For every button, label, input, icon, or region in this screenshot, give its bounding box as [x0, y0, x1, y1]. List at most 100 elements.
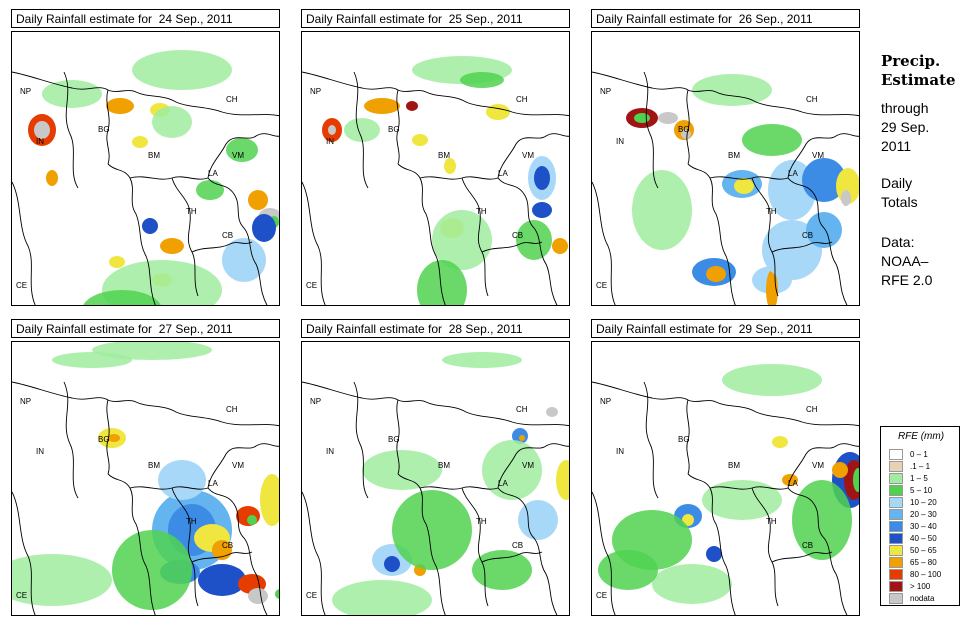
through-date-line1: 29 Sep.	[881, 119, 930, 135]
country-border	[787, 487, 848, 615]
country-border	[497, 133, 569, 179]
country-label-in: IN	[36, 447, 44, 456]
country-label-ch: CH	[226, 405, 238, 414]
country-label-cb: CB	[802, 541, 814, 550]
rainfall-blob	[260, 474, 279, 526]
country-border	[302, 491, 326, 615]
data-source-line3: RFE 2.0	[881, 272, 933, 288]
rainfall-blob	[722, 364, 822, 396]
country-border	[425, 401, 569, 427]
country-border	[686, 89, 690, 165]
country-label-bm: BM	[148, 151, 160, 160]
through-text: through	[881, 100, 929, 116]
country-label-la: LA	[498, 169, 508, 178]
legend-swatch	[889, 569, 903, 580]
legend-label: 65 – 80	[910, 558, 937, 567]
country-label-vm: VM	[522, 461, 534, 470]
side-title-line1: Precip.	[881, 52, 941, 70]
country-label-la: LA	[208, 479, 218, 488]
country-border	[191, 241, 253, 253]
rainfall-map: NP IN BG CH BM VM LA TH CB CE	[591, 341, 860, 616]
rainfall-blob	[534, 166, 550, 190]
data-source: Data: NOAA– RFE 2.0	[881, 233, 932, 290]
country-border	[787, 177, 848, 305]
rainfall-blob	[516, 220, 552, 260]
panel-title: Daily Rainfall estimate for 25 Sep., 201…	[301, 9, 570, 28]
country-label-bm: BM	[728, 151, 740, 160]
country-border	[353, 381, 369, 499]
country-label-bg: BG	[678, 125, 690, 134]
country-border	[592, 491, 616, 615]
legend-swatch	[889, 521, 903, 532]
rainfall-blob	[112, 530, 192, 610]
country-label-bm: BM	[438, 151, 450, 160]
country-border	[686, 399, 690, 475]
rainfall-blob	[132, 136, 148, 148]
country-label-bm: BM	[438, 461, 450, 470]
legend-label: 40 – 50	[910, 534, 937, 543]
country-border	[715, 401, 859, 427]
rainfall-blob	[198, 564, 246, 596]
map-panel: Daily Rainfall estimate for 26 Sep., 201…	[591, 9, 860, 306]
country-label-in: IN	[36, 137, 44, 146]
country-border	[106, 89, 110, 165]
map-panel: Daily Rainfall estimate for 27 Sep., 201…	[11, 319, 280, 616]
legend-label: 0 – 1	[910, 450, 928, 459]
rainfall-blob	[222, 238, 266, 282]
rainfall-blob	[519, 435, 525, 441]
rainfall-svg	[592, 364, 859, 615]
legend-swatch	[889, 533, 903, 544]
country-border	[481, 241, 543, 253]
rainfall-blob	[83, 290, 161, 305]
country-label-la: LA	[498, 479, 508, 488]
rainfall-blob	[248, 190, 268, 210]
country-label-ch: CH	[806, 95, 818, 104]
country-border	[63, 71, 79, 189]
rainfall-svg	[592, 71, 859, 305]
country-border	[12, 381, 137, 403]
country-border	[419, 486, 499, 490]
rainfall-blob	[406, 101, 418, 111]
country-border	[751, 177, 779, 297]
legend-swatch	[889, 581, 903, 592]
legend-label: nodata	[910, 594, 935, 603]
rainfall-blob	[412, 134, 428, 146]
rainfall-blob	[444, 158, 456, 174]
country-label-bg: BG	[98, 435, 110, 444]
country-border	[771, 241, 833, 253]
rainfall-blob	[853, 468, 859, 492]
country-label-vm: VM	[232, 461, 244, 470]
country-border	[461, 177, 489, 297]
country-label-ce: CE	[306, 281, 318, 290]
country-border	[425, 91, 569, 117]
country-border	[12, 181, 36, 305]
rainfall-svg	[12, 50, 279, 305]
rainfall-map: NP IN BG CH BM VM LA TH CB CE	[11, 31, 280, 306]
country-label-la: LA	[208, 169, 218, 178]
country-label-bm: BM	[728, 461, 740, 470]
side-title-line2: Estimate	[881, 71, 956, 89]
country-border	[592, 71, 717, 93]
country-label-bg: BG	[98, 125, 110, 134]
country-label-cb: CB	[222, 231, 234, 240]
rainfall-blob	[332, 580, 432, 615]
country-border	[353, 71, 369, 189]
rainfall-blob	[772, 436, 788, 448]
rainfall-blob	[806, 212, 842, 248]
country-border	[497, 443, 569, 489]
panel-title: Daily Rainfall estimate for 24 Sep., 201…	[11, 9, 280, 28]
panel-title: Daily Rainfall estimate for 28 Sep., 201…	[301, 319, 570, 338]
country-border	[419, 176, 499, 180]
country-border	[207, 177, 268, 305]
country-border	[787, 133, 859, 179]
map-panel: Daily Rainfall estimate for 28 Sep., 201…	[301, 319, 570, 616]
rainfall-blob	[460, 72, 504, 88]
country-border	[397, 473, 446, 615]
rainfall-blob	[706, 546, 722, 562]
rainfall-blob	[34, 121, 50, 139]
country-border	[207, 487, 268, 615]
rainfall-blob	[532, 202, 552, 218]
legend-label: > 100	[910, 582, 931, 591]
legend-swatch	[889, 545, 903, 556]
country-border	[129, 176, 209, 180]
